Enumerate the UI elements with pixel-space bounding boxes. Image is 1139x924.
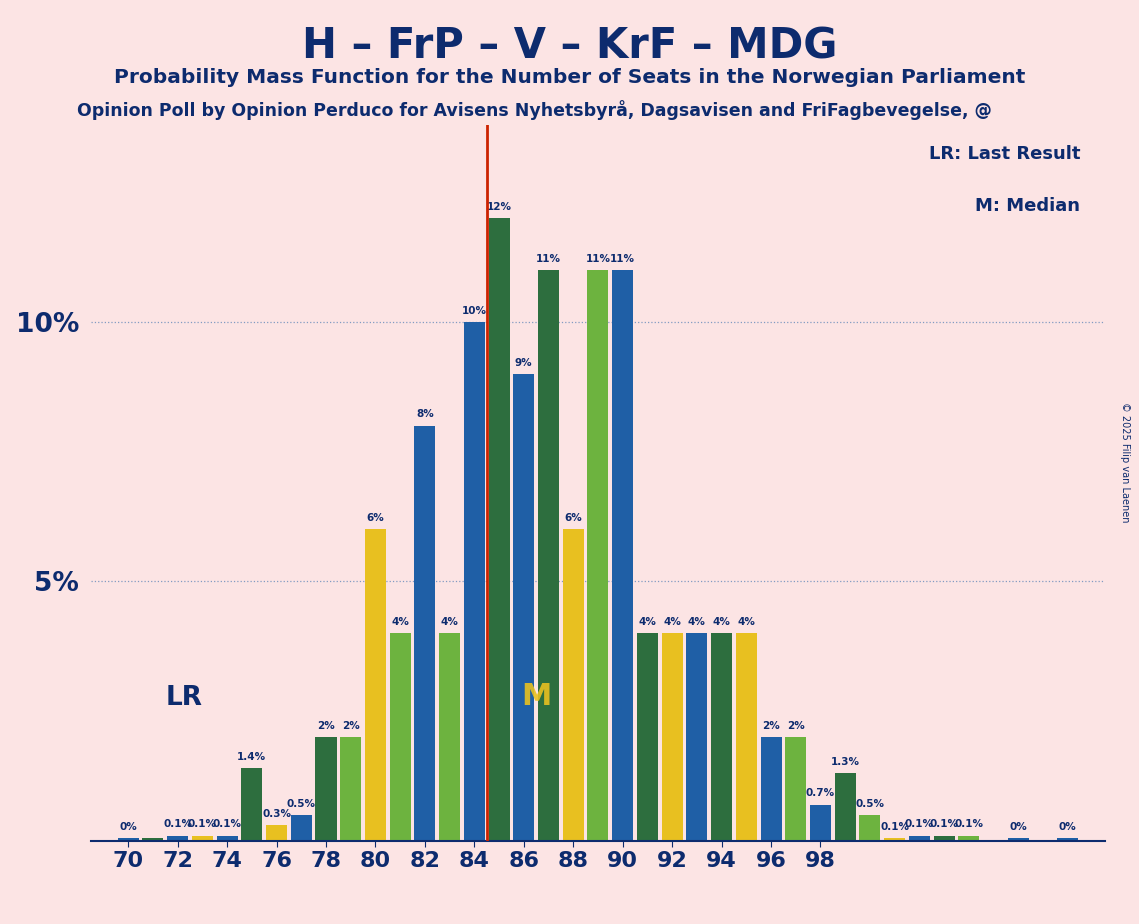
Text: 0.7%: 0.7%: [806, 788, 835, 798]
Bar: [637, 633, 658, 841]
Text: 10%: 10%: [461, 306, 486, 316]
Text: 8%: 8%: [416, 409, 434, 419]
Text: 0%: 0%: [120, 822, 137, 832]
Bar: [1008, 838, 1029, 841]
Bar: [316, 737, 336, 841]
Text: 12%: 12%: [486, 202, 511, 212]
Text: 6%: 6%: [565, 513, 582, 523]
Text: 1.3%: 1.3%: [830, 757, 860, 767]
Bar: [167, 835, 188, 841]
Bar: [958, 835, 980, 841]
Bar: [364, 529, 386, 841]
Text: 0.1%: 0.1%: [188, 820, 216, 830]
Bar: [117, 838, 139, 841]
Bar: [810, 805, 831, 841]
Bar: [934, 835, 954, 841]
Bar: [216, 835, 238, 841]
Text: 4%: 4%: [688, 617, 706, 627]
Text: H – FrP – V – KrF – MDG: H – FrP – V – KrF – MDG: [302, 26, 837, 67]
Text: 2%: 2%: [342, 721, 360, 731]
Bar: [612, 270, 633, 841]
Text: LR: LR: [165, 685, 203, 711]
Bar: [267, 825, 287, 841]
Text: 2%: 2%: [762, 721, 780, 731]
Bar: [588, 270, 608, 841]
Bar: [440, 633, 460, 841]
Text: LR: Last Result: LR: Last Result: [928, 145, 1080, 164]
Bar: [860, 815, 880, 841]
Text: 11%: 11%: [536, 254, 562, 264]
Text: 4%: 4%: [639, 617, 656, 627]
Text: Opinion Poll by Opinion Perduco for Avisens Nyhetsbyrå, Dagsavisen and FriFagbev: Opinion Poll by Opinion Perduco for Avis…: [77, 100, 992, 120]
Bar: [290, 815, 312, 841]
Text: 0.1%: 0.1%: [213, 820, 241, 830]
Text: 1.4%: 1.4%: [237, 752, 267, 762]
Text: 11%: 11%: [611, 254, 636, 264]
Bar: [538, 270, 559, 841]
Bar: [563, 529, 584, 841]
Text: 4%: 4%: [441, 617, 459, 627]
Text: 11%: 11%: [585, 254, 611, 264]
Text: M: Median: M: Median: [975, 198, 1080, 215]
Text: 0.5%: 0.5%: [855, 798, 885, 808]
Bar: [341, 737, 361, 841]
Text: Probability Mass Function for the Number of Seats in the Norwegian Parliament: Probability Mass Function for the Number…: [114, 68, 1025, 88]
Text: 4%: 4%: [391, 617, 409, 627]
Text: 2%: 2%: [317, 721, 335, 731]
Text: 9%: 9%: [515, 358, 533, 368]
Bar: [785, 737, 806, 841]
Bar: [835, 773, 855, 841]
Text: 0.3%: 0.3%: [262, 809, 292, 819]
Bar: [415, 426, 435, 841]
Bar: [687, 633, 707, 841]
Text: 0.1%: 0.1%: [954, 820, 983, 830]
Bar: [514, 374, 534, 841]
Text: 4%: 4%: [663, 617, 681, 627]
Text: 0.5%: 0.5%: [287, 798, 316, 808]
Text: 0.1%: 0.1%: [880, 822, 909, 832]
Bar: [736, 633, 756, 841]
Text: 4%: 4%: [713, 617, 730, 627]
Bar: [761, 737, 781, 841]
Text: 0%: 0%: [1059, 822, 1076, 832]
Text: © 2025 Filip van Laenen: © 2025 Filip van Laenen: [1121, 402, 1130, 522]
Text: 0.1%: 0.1%: [904, 820, 934, 830]
Bar: [390, 633, 411, 841]
Bar: [191, 835, 213, 841]
Bar: [142, 838, 163, 841]
Bar: [1057, 838, 1079, 841]
Bar: [711, 633, 732, 841]
Bar: [489, 218, 509, 841]
Bar: [241, 768, 262, 841]
Text: 2%: 2%: [787, 721, 804, 731]
Text: M: M: [521, 682, 551, 711]
Text: 4%: 4%: [737, 617, 755, 627]
Bar: [909, 835, 929, 841]
Bar: [464, 322, 485, 841]
Text: 0%: 0%: [1009, 822, 1027, 832]
Bar: [662, 633, 682, 841]
Bar: [884, 838, 906, 841]
Text: 6%: 6%: [367, 513, 384, 523]
Text: 0.1%: 0.1%: [929, 820, 959, 830]
Text: 0.1%: 0.1%: [163, 820, 192, 830]
